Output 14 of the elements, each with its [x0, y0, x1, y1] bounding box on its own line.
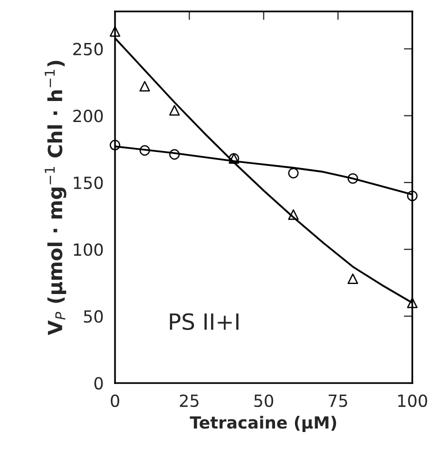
x-tick-label: 25 [180, 394, 198, 408]
y-tick-label: 250 [73, 42, 103, 56]
y-tick-label: 50 [84, 310, 103, 323]
y-tick-label: 0 [94, 377, 103, 390]
y-tick-label: 200 [73, 110, 103, 122]
y-tick-label: 150 [74, 176, 103, 190]
x-tick-label: 100 [398, 394, 428, 408]
x-tick-label: 75 [328, 394, 348, 408]
y-axis-title: V$_{P}$ (μmol · mg$^{−1}$ Chl · h$^{−1}$) [44, 60, 66, 336]
x-tick-label: 50 [254, 394, 274, 408]
x-axis-title: Tetracaine (μM) [190, 416, 336, 432]
x-tick-label: 0 [110, 394, 120, 408]
y-tick-label: 100 [74, 243, 103, 256]
annotation: PS II+I [170, 313, 238, 330]
